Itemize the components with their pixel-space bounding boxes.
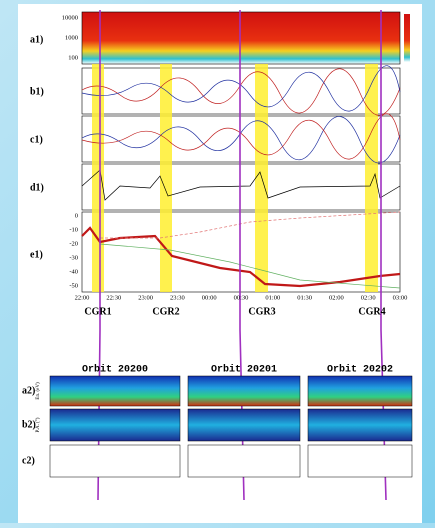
event-label: CGR3 <box>248 306 275 317</box>
pitch-angle <box>187 408 301 442</box>
panel-label: b1) <box>30 86 44 97</box>
orbit-spectrogram <box>307 375 413 407</box>
y-tick-label: -20 <box>69 240 78 247</box>
panel-label: b2) <box>22 419 36 430</box>
y-tick-label: -10 <box>69 226 78 233</box>
axis-label: P.A. (°) <box>36 417 41 432</box>
panel-frame <box>81 163 401 211</box>
x-tick-label: 01:30 <box>297 294 312 301</box>
event-band <box>365 64 378 292</box>
x-tick-label: 02:00 <box>329 294 344 301</box>
x-tick-label: 01:00 <box>265 294 280 301</box>
colorbar <box>404 14 410 62</box>
event-band <box>92 64 104 292</box>
spectrogram <box>81 11 401 65</box>
panel-label: c2) <box>22 455 35 466</box>
event-line <box>380 10 387 501</box>
flux-panel <box>307 444 413 478</box>
trace <box>81 113 401 160</box>
x-tick-label: 03:00 <box>393 294 408 301</box>
x-tick-label: 23:00 <box>138 294 153 301</box>
y-tick-label: 0 <box>75 212 78 219</box>
trace <box>81 169 401 201</box>
event-band <box>160 64 172 292</box>
panel-label: d1) <box>30 182 44 193</box>
panel-frame <box>81 211 401 293</box>
pitch-angle <box>49 408 181 442</box>
pitch-angle <box>307 408 413 442</box>
orbit-title: Orbit 20201 <box>211 364 277 376</box>
y-tick-label: -50 <box>69 282 78 289</box>
x-tick-label: 22:00 <box>75 294 90 301</box>
flux-panel <box>187 444 301 478</box>
panel-label: a1) <box>30 34 43 45</box>
panel-label: a2) <box>22 385 35 396</box>
event-label: CGR2 <box>152 306 179 317</box>
trace <box>81 116 401 164</box>
x-tick-label: 02:30 <box>361 294 376 301</box>
event-line <box>239 10 245 501</box>
orbit-spectrogram <box>49 375 181 407</box>
orbit-title: Orbit 20200 <box>82 364 148 376</box>
trace <box>81 65 401 112</box>
trace <box>81 68 401 116</box>
y-tick-label: -40 <box>69 268 78 275</box>
x-tick-label: 23:30 <box>170 294 185 301</box>
orbit-title: Orbit 20202 <box>327 364 393 376</box>
y-tick-label: -30 <box>69 254 78 261</box>
trace <box>100 211 401 239</box>
y-tick-label: 10000 <box>62 14 78 21</box>
y-tick-label: 1000 <box>65 34 78 41</box>
panel-label: e1) <box>30 249 43 260</box>
axis-label: En. (eV) <box>36 382 41 400</box>
event-line <box>97 10 101 501</box>
x-tick-label: 22:30 <box>106 294 121 301</box>
flux-panel <box>49 444 181 478</box>
trace <box>99 243 401 289</box>
panel-label: c1) <box>30 134 43 145</box>
x-tick-label: 00:00 <box>202 294 217 301</box>
orbit-spectrogram <box>187 375 301 407</box>
event-label: CGR1 <box>84 306 111 317</box>
x-tick-label: 00:30 <box>234 294 249 301</box>
y-tick-label: 100 <box>68 54 78 61</box>
event-label: CGR4 <box>358 306 385 317</box>
